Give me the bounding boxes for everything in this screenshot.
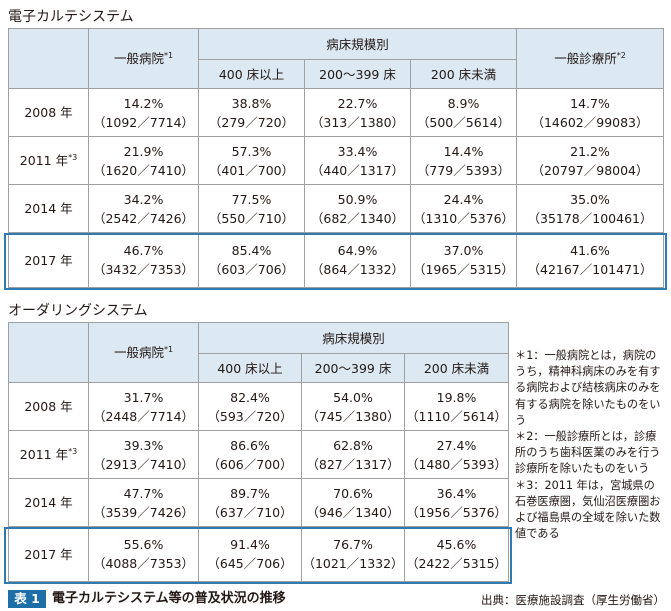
footnote: ＊3：2011 年は，宮城県の石巻医療圏，気仙沼医療圏および福島県の全域を除いた… [515, 478, 661, 541]
data-cell: 36.4% （1956／5376） [404, 478, 509, 527]
footnote: ＊2：一般診療所とは，診療所のうち歯科医業のみを行う診療所を除いたものをいう [515, 430, 661, 476]
table-number-badge: 表 1 [8, 590, 46, 608]
data-cell: 33.4% （440／1317） [304, 136, 411, 185]
data-cell: 21.2% （20797／98004） [516, 136, 664, 185]
header-bed-200-399: 200～399 床 [304, 59, 411, 89]
table-row-highlighted: 2017 年 46.7% （3432／7353） 85.4% （603／706） 6… [8, 232, 664, 288]
data-cell: 24.4% （1310／5376） [410, 184, 517, 233]
table-row: 2014 年 47.7% （3539／7426） 89.7% （637／710） 7… [8, 478, 509, 527]
data-cell: 76.7% （1021／1332） [301, 526, 405, 582]
header-bed-under-200: 200 床未満 [404, 353, 509, 383]
data-cell: 91.4% （645／706） [198, 526, 302, 582]
header-bed-scale: 病床規模別 [198, 28, 517, 60]
footnotes: ＊1：一般病院とは，病院のうち，精神科病床のみを有する病院および結核病床のみを有… [515, 348, 665, 542]
data-cell: 54.0% （745／1380） [301, 382, 405, 431]
data-cell: 34.2% （2542／7426） [88, 184, 199, 233]
table-row: 2008 年 14.2% （1092／7714） 38.8% （279／720） 2… [8, 88, 664, 137]
data-cell: 8.9% （500／5614） [410, 88, 517, 137]
data-cell: 35.0% （35178／100461） [516, 184, 664, 233]
data-cell: 50.9% （682／1340） [304, 184, 411, 233]
table1-title: 電子カルテシステム [8, 9, 134, 25]
footnote: ＊1：一般病院とは，病院のうち，精神科病床のみを有する病院および結核病床のみを有… [515, 349, 661, 427]
data-cell: 39.3% （2913／7410） [88, 430, 199, 479]
data-cell: 64.9% （864／1332） [304, 232, 411, 288]
data-cell: 45.6% （2422／5315） [404, 526, 509, 582]
data-cell: 77.5% （550／710） [198, 184, 305, 233]
header-bed-400: 400 床以上 [198, 59, 305, 89]
data-cell: 41.6% （42167／101471） [516, 232, 664, 288]
corner-cell [8, 322, 89, 383]
data-cell: 37.0% （1965／5315） [410, 232, 517, 288]
data-cell: 70.6% （946／1340） [301, 478, 405, 527]
data-cell: 14.2% （1092／7714） [88, 88, 199, 137]
header-bed-scale: 病床規模別 [198, 322, 509, 354]
ordering-table: 一般病院*1 病床規模別 400 床以上 200～399 床 200 床未満 2… [8, 322, 509, 582]
header-general-hospital: 一般病院*1 [88, 28, 199, 89]
data-cell: 22.7% （313／1380） [304, 88, 411, 137]
data-cell: 21.9% （1620／7410） [88, 136, 199, 185]
data-cell: 85.4% （603／706） [198, 232, 305, 288]
source-credit: 出典：医療施設調査（厚生労働省） [481, 593, 665, 607]
data-cell: 46.7% （3432／7353） [88, 232, 199, 288]
ehr-table: 一般病院*1 病床規模別 一般診療所*2 400 床以上 200～399 床 2… [8, 28, 664, 288]
data-cell: 14.4% （779／5393） [410, 136, 517, 185]
row-year: 2014 年 [8, 478, 89, 527]
table-row: 2008 年 31.7% （2448／7714） 82.4% （593／720） 5… [8, 382, 509, 431]
row-year: 2008 年 [8, 88, 89, 137]
data-cell: 55.6% （4088／7353） [88, 526, 199, 582]
header-bed-200-399: 200～399 床 [301, 353, 405, 383]
table-row: 2011 年*3 39.3% （2913／7410） 86.6% （606／700）… [8, 430, 509, 479]
caption-text: 電子カルテシステム等の普及状況の推移 [52, 591, 286, 606]
row-year: 2011 年*3 [8, 136, 89, 185]
header-bed-400: 400 床以上 [198, 353, 302, 383]
data-cell: 86.6% （606／700） [198, 430, 302, 479]
data-cell: 14.7% （14602／99083） [516, 88, 664, 137]
header-general-clinic: 一般診療所*2 [516, 28, 664, 89]
table-row: 2014 年 34.2% （2542／7426） 77.5% （550／710） 5… [8, 184, 664, 233]
data-cell: 19.8% （1110／5614） [404, 382, 509, 431]
row-year: 2008 年 [8, 382, 89, 431]
data-cell: 82.4% （593／720） [198, 382, 302, 431]
data-cell: 47.7% （3539／7426） [88, 478, 199, 527]
row-year: 2017 年 [8, 526, 89, 582]
header-general-hospital: 一般病院*1 [88, 322, 199, 383]
data-cell: 62.8% （827／1317） [301, 430, 405, 479]
header-bed-under-200: 200 床未満 [410, 59, 517, 89]
row-year: 2011 年*3 [8, 430, 89, 479]
table-row: 2011 年*3 21.9% （1620／7410） 57.3% （401／700）… [8, 136, 664, 185]
data-cell: 38.8% （279／720） [198, 88, 305, 137]
table2-title: オーダリングシステム [8, 303, 148, 319]
table-row-highlighted: 2017 年 55.6% （4088／7353） 91.4% （645／706） 7… [8, 526, 509, 582]
data-cell: 57.3% （401／700） [198, 136, 305, 185]
data-cell: 31.7% （2448／7714） [88, 382, 199, 431]
table-caption: 表 1 電子カルテシステム等の普及状況の推移 出典：医療施設調査（厚生労働省） [8, 589, 668, 609]
row-year: 2014 年 [8, 184, 89, 233]
data-cell: 89.7% （637／710） [198, 478, 302, 527]
row-year: 2017 年 [8, 232, 89, 288]
corner-cell [8, 28, 89, 89]
data-cell: 27.4% （1480／5393） [404, 430, 509, 479]
